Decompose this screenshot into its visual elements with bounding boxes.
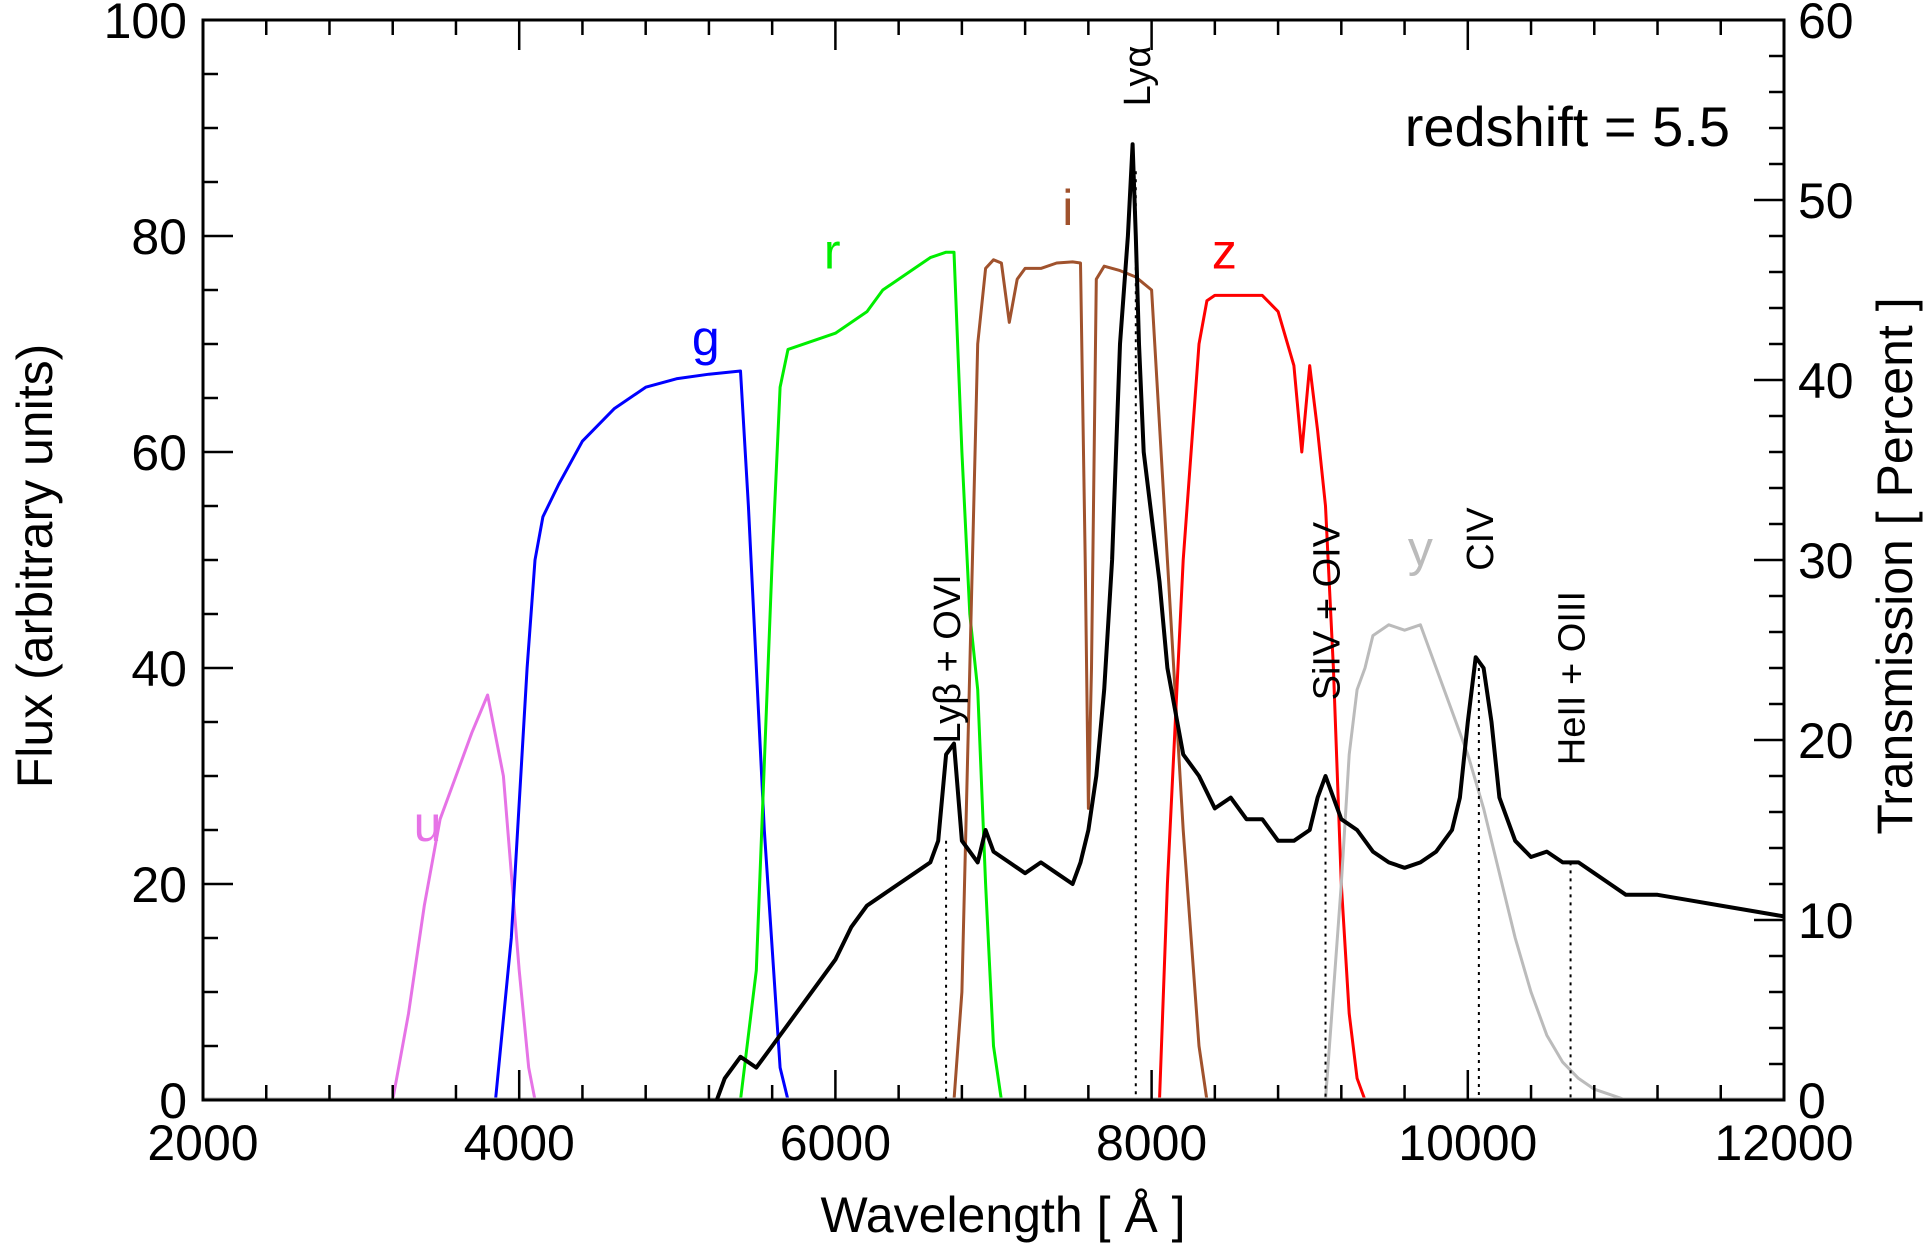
y2-tick-label: 40 (1798, 353, 1854, 409)
spectrum-line (714, 142, 1785, 1101)
filter-label-u: u (414, 796, 442, 852)
x-axis-title: Wavelength [ Å ] (821, 1187, 1186, 1243)
x-tick-label: 10000 (1398, 1115, 1537, 1171)
filter-curve-g (494, 369, 790, 1101)
y-tick-label: 0 (159, 1073, 187, 1129)
x-tick-label: 4000 (464, 1115, 575, 1171)
x-tick-label: 12000 (1714, 1115, 1853, 1171)
x-tick-label: 2000 (147, 1115, 258, 1171)
y-tick-label: 100 (104, 0, 187, 49)
filter-label-i: i (1062, 180, 1073, 236)
redshift-annotation: redshift = 5.5 (1405, 95, 1730, 158)
y-axis-title: Flux (arbitrary units) (7, 344, 63, 789)
emission-line-label: HeII + OIII (1552, 591, 1594, 765)
y-tick-label: 40 (131, 641, 187, 697)
y2-tick-label: 0 (1798, 1073, 1826, 1129)
y2-tick-label: 60 (1798, 0, 1854, 49)
spectrum-curve (714, 142, 1785, 1101)
filter-curve-y (1324, 623, 1627, 1102)
y2-tick-label: 30 (1798, 533, 1854, 589)
emission-line-label: Lyα (1117, 46, 1159, 107)
filter-label-z: z (1212, 223, 1237, 279)
x-tick-label: 8000 (1096, 1115, 1207, 1171)
x-tick-label: 6000 (780, 1115, 891, 1171)
filter-label-y: y (1408, 520, 1433, 576)
y2-tick-label: 20 (1798, 713, 1854, 769)
emission-line-label: Lyβ + OVI (927, 574, 969, 743)
filter-curve-r (739, 250, 1003, 1101)
y2-tick-label: 10 (1798, 893, 1854, 949)
y2-tick-label: 50 (1798, 173, 1854, 229)
axes: 2000 4000 6000 8000 10000 1200002040608010001… (104, 0, 1854, 1171)
emission-line-label: CIV (1460, 507, 1502, 571)
y-tick-label: 20 (131, 857, 187, 913)
emission-line-label: SiIV + OIV (1307, 521, 1349, 700)
filter-label-g: g (692, 310, 720, 366)
filter-curve-u (391, 693, 537, 1101)
y-tick-label: 60 (131, 425, 187, 481)
y2-axis-title: Transmission [ Percent ] (1867, 297, 1923, 834)
filter-curve-z (1158, 293, 1373, 1102)
emission-line-markers: Lyβ + OVI Lyα SiIV + OIV CIV HeII + OIII (927, 46, 1594, 1100)
filter-label-r: r (824, 223, 841, 279)
filter-curve-i (952, 258, 1209, 1101)
y-tick-label: 80 (131, 209, 187, 265)
